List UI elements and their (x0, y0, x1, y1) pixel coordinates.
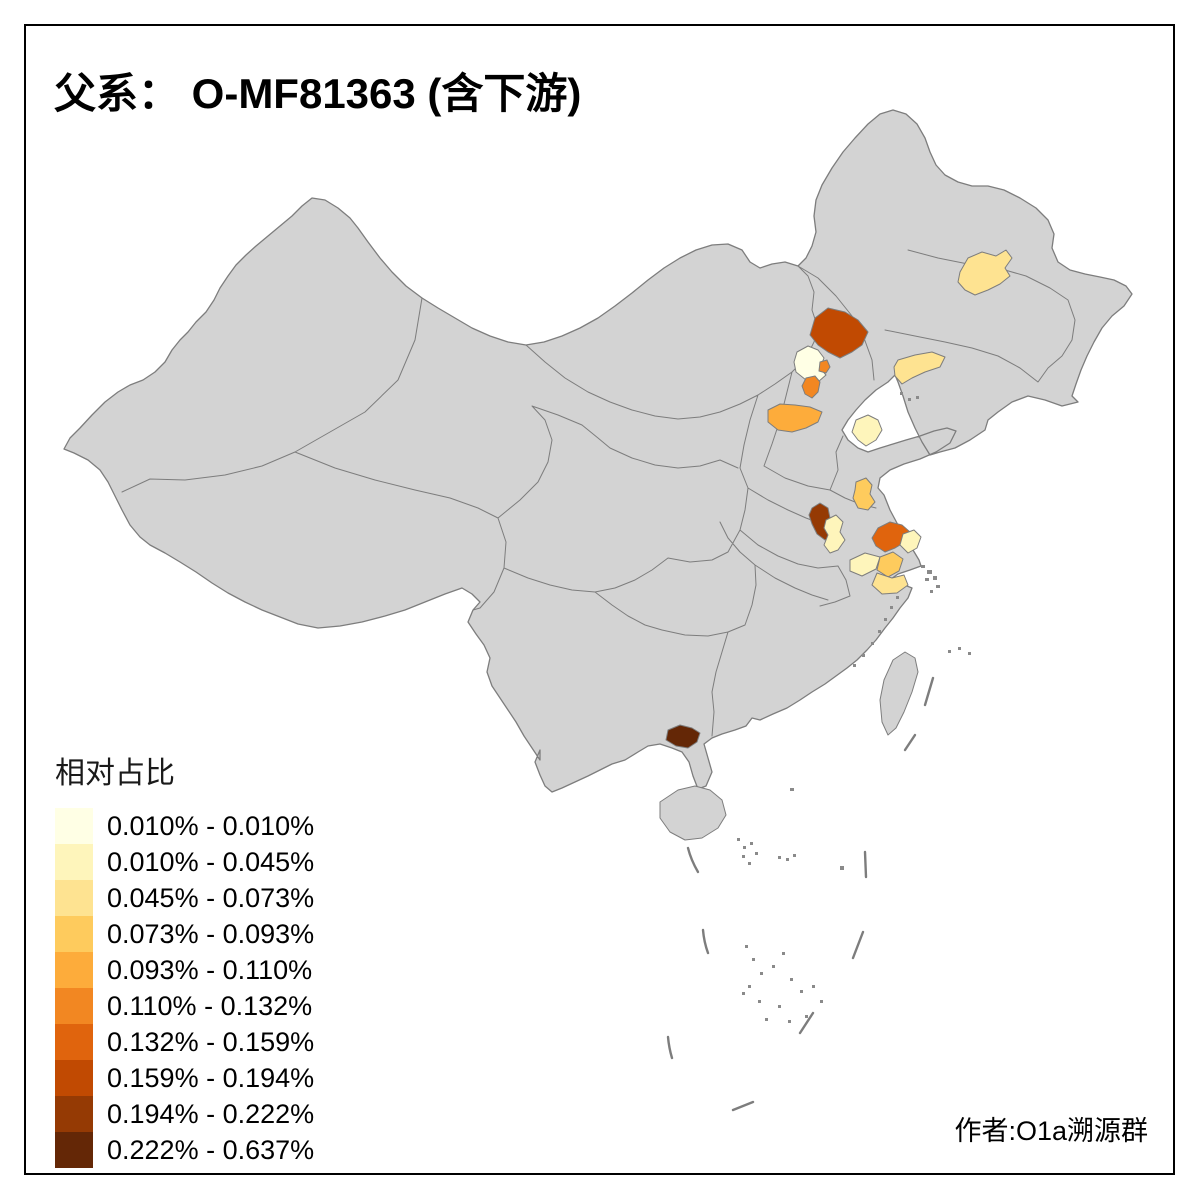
region-zibo (852, 415, 882, 446)
colored-regions (666, 250, 1012, 748)
legend-swatch (55, 988, 93, 1024)
region-qinzhou (666, 725, 700, 748)
attribution-text: 作者:O1a溯源群 (954, 1116, 1148, 1146)
legend-swatch (55, 916, 93, 952)
small-islands (737, 392, 971, 1023)
legend-swatch (55, 808, 93, 844)
islands (660, 652, 918, 840)
region-jiaxing (872, 573, 908, 594)
legend-row: 0.045% - 0.073% (55, 880, 314, 916)
region-langfang (802, 376, 820, 398)
legend-label: 0.132% - 0.159% (107, 1027, 315, 1057)
legend-label: 0.159% - 0.194% (107, 1063, 315, 1093)
region-wuxi-changzhou (850, 553, 880, 576)
legend-label: 0.010% - 0.045% (107, 847, 315, 877)
legend-label: 0.194% - 0.222% (107, 1099, 315, 1129)
legend-row: 0.222% - 0.637% (55, 1132, 314, 1168)
legend-row: 0.010% - 0.010% (55, 808, 314, 844)
legend-row: 0.110% - 0.132% (55, 988, 314, 1024)
region-jilin-city (958, 250, 1012, 295)
nine-dash-line (668, 678, 933, 1110)
legend-swatch (55, 844, 93, 880)
legend-label: 0.222% - 0.637% (107, 1135, 315, 1165)
legend-row: 0.010% - 0.045% (55, 844, 314, 880)
region-chengde (810, 308, 868, 358)
legend-row: 0.093% - 0.110% (55, 952, 314, 988)
figure-title: 父系： O-MF81363 (含下游) (54, 70, 582, 117)
taiwan-island (880, 652, 918, 735)
figure-frame (24, 24, 1175, 1175)
region-chuzhou (824, 515, 845, 553)
region-sanhe (819, 360, 830, 373)
region-yingkou (894, 352, 945, 384)
legend-rows: 0.010% - 0.010% 0.010% - 0.045% 0.045% - 0… (55, 808, 314, 1168)
region-shijiazhuang (768, 404, 822, 432)
legend-label: 0.010% - 0.010% (107, 811, 315, 841)
legend-label: 0.110% - 0.132% (107, 991, 313, 1021)
legend-row: 0.194% - 0.222% (55, 1096, 314, 1132)
legend-label: 0.093% - 0.110% (107, 955, 313, 985)
legend-row: 0.159% - 0.194% (55, 1060, 314, 1096)
legend-swatch (55, 880, 93, 916)
region-beijing (794, 346, 826, 382)
legend-label: 0.073% - 0.093% (107, 919, 315, 949)
legend-swatch (55, 1132, 93, 1168)
hainan-island (660, 786, 726, 840)
legend-swatch (55, 1096, 93, 1132)
legend-swatch (55, 1024, 93, 1060)
legend-row: 0.132% - 0.159% (55, 1024, 314, 1060)
legend: 相对占比 0.010% - 0.010% 0.010% - 0.045% 0.045… (55, 748, 314, 1168)
region-huaian (853, 478, 875, 510)
china-mainland-shape (64, 110, 1132, 792)
legend-swatch (55, 1060, 93, 1096)
region-nantong (900, 530, 921, 553)
region-suzhou (877, 552, 903, 577)
legend-swatch (55, 952, 93, 988)
legend-title: 相对占比 (55, 757, 175, 790)
legend-row: 0.073% - 0.093% (55, 916, 314, 952)
legend-label: 0.045% - 0.073% (107, 883, 315, 913)
